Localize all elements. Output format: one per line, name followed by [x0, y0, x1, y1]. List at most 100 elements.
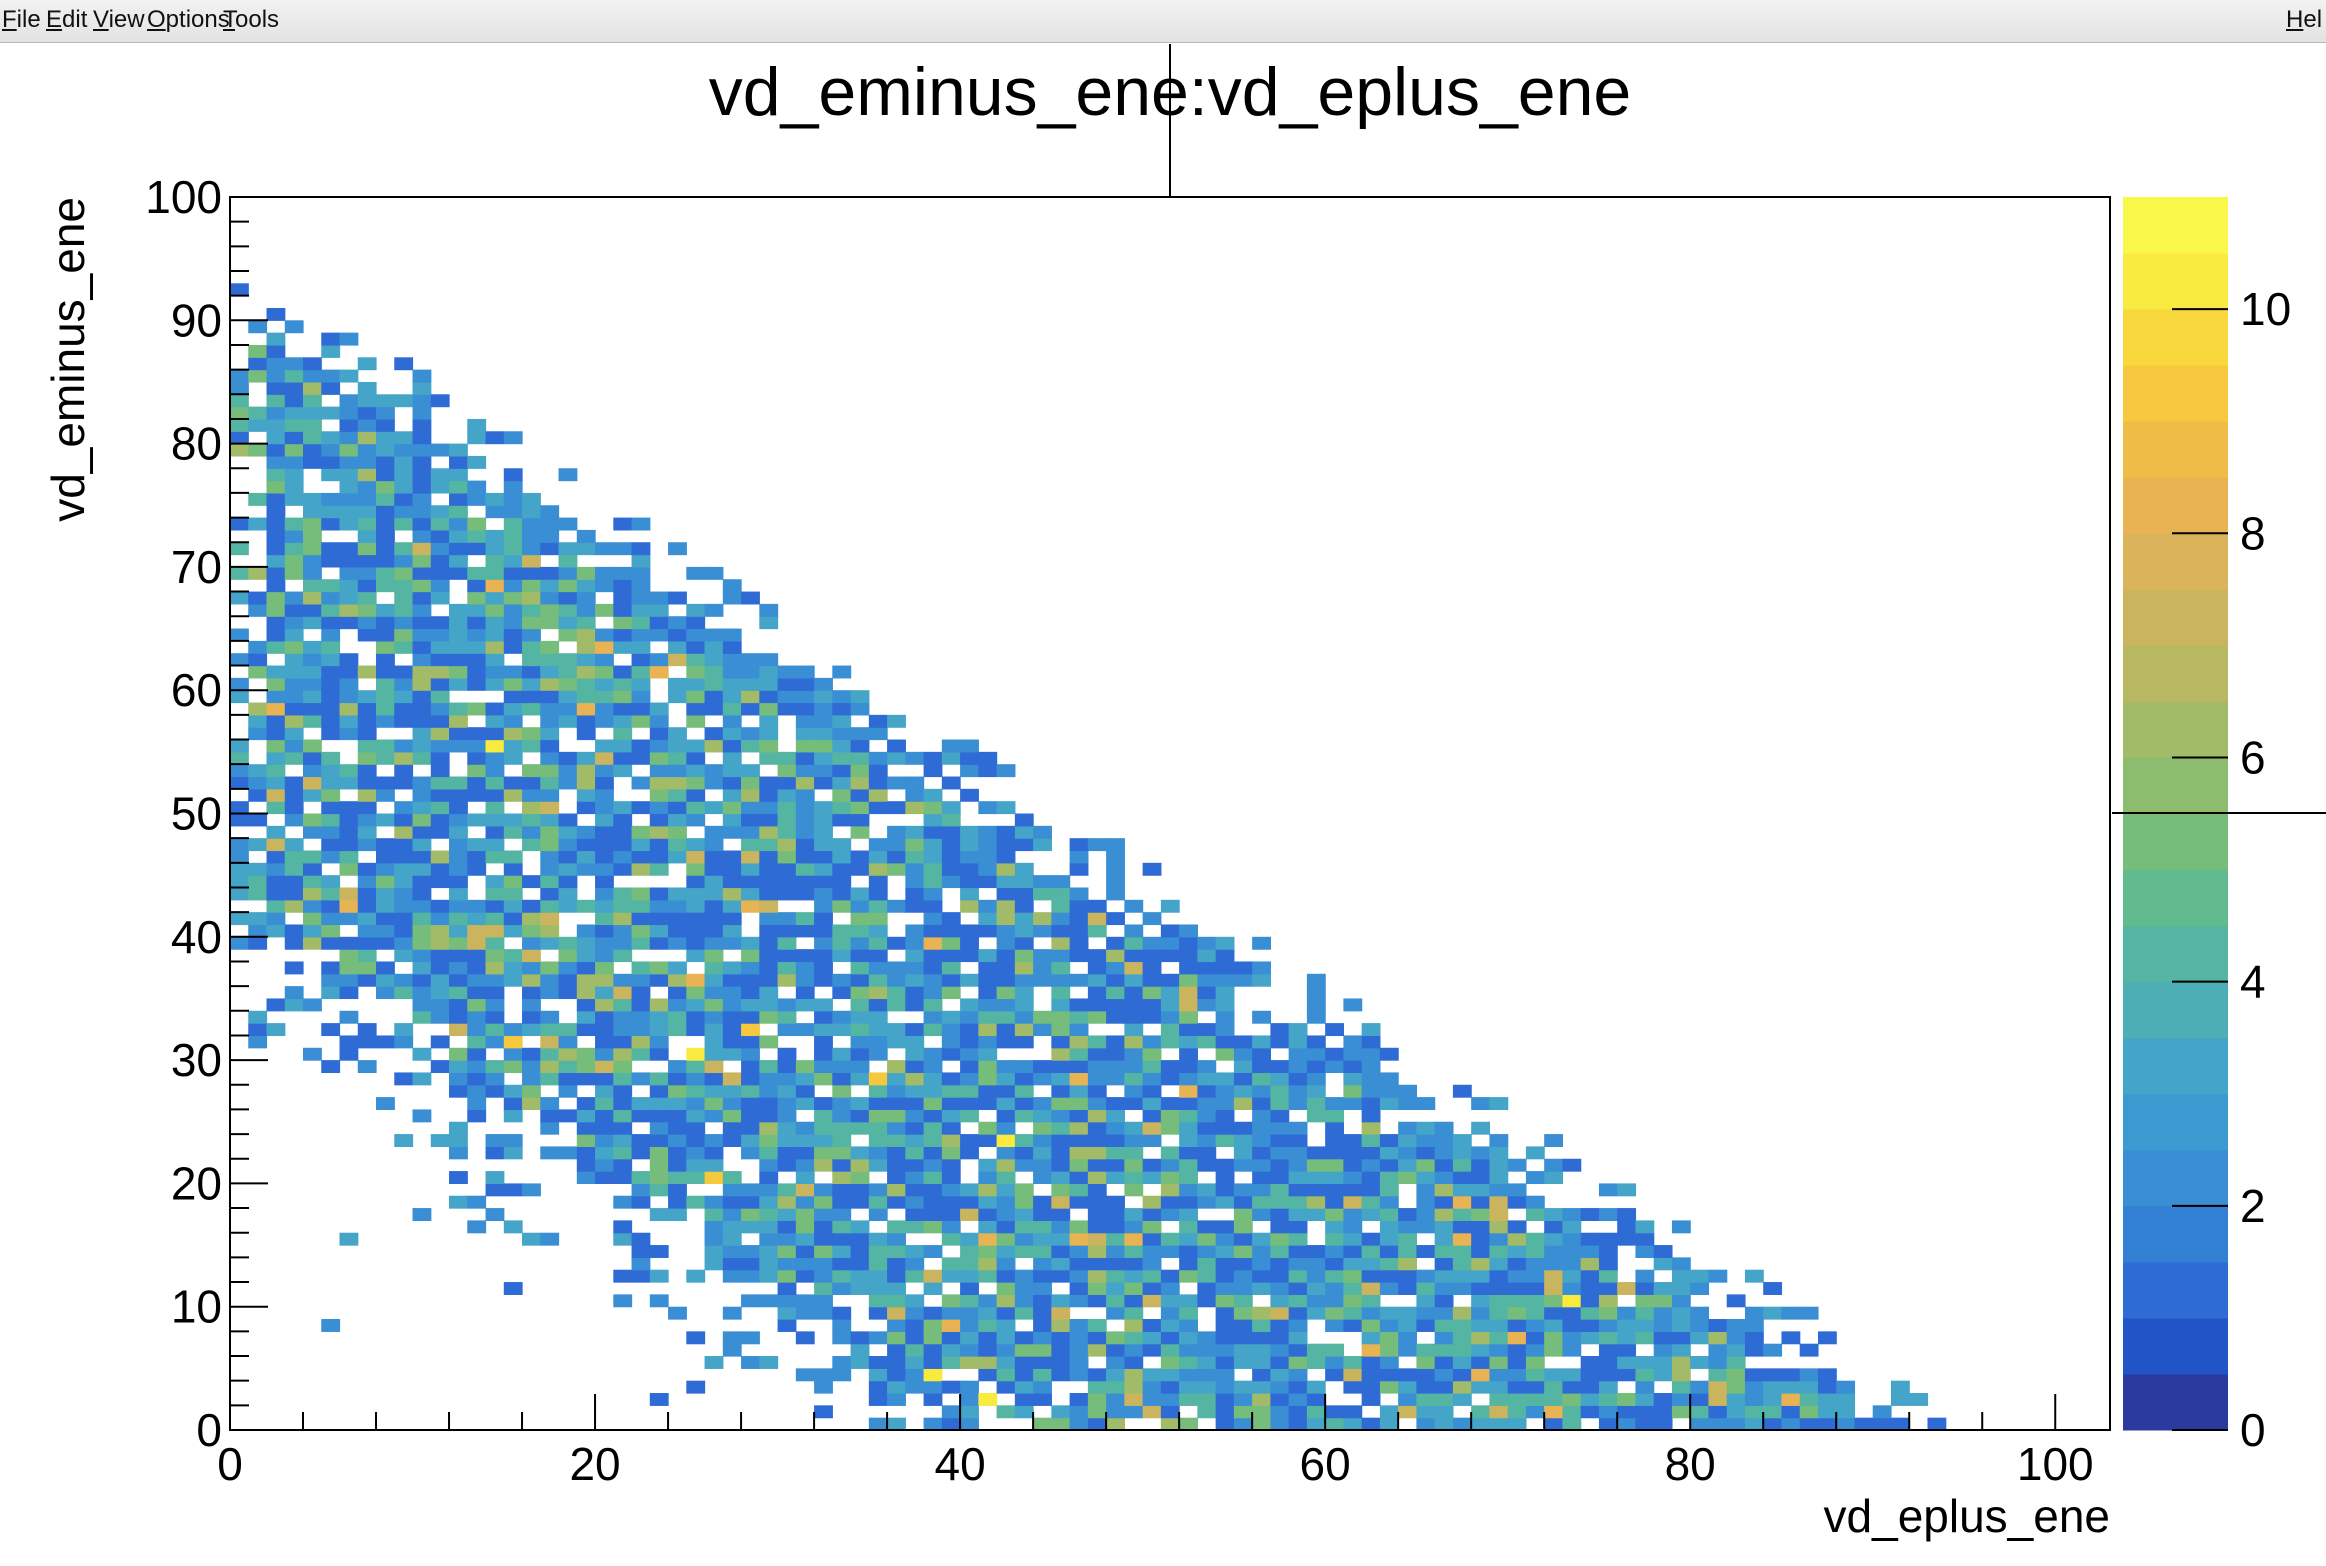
histogram-bin [394, 862, 414, 876]
histogram-bin [631, 1245, 651, 1258]
histogram-bin [704, 665, 724, 679]
histogram-bin [923, 1158, 943, 1172]
histogram-bin [321, 727, 341, 741]
histogram-bin [1124, 1134, 1144, 1148]
histogram-bin [1562, 1208, 1582, 1221]
histogram-bin [631, 887, 651, 901]
histogram-bin [576, 949, 596, 963]
histogram-bin [613, 936, 633, 950]
menu-help[interactable]: Hel [2286, 6, 2323, 33]
histogram-bin [1252, 1319, 1271, 1332]
histogram-bin [978, 924, 998, 938]
histogram-bin [795, 986, 815, 1000]
menu-view[interactable]: View [93, 6, 145, 33]
histogram-bin [741, 1356, 760, 1369]
histogram-bin [522, 653, 541, 667]
histogram-bin [1617, 1343, 1637, 1357]
histogram-bin [960, 1393, 979, 1406]
histogram-bin [905, 838, 925, 852]
histogram-bin [1890, 1417, 1910, 1431]
histogram-bin [1069, 1282, 1089, 1295]
histogram-bin [686, 628, 706, 642]
histogram-bin [1051, 899, 1071, 913]
histogram-bin [1343, 1306, 1363, 1320]
histogram-bin [1051, 1183, 1071, 1197]
histogram-bin [540, 714, 560, 728]
histogram-bin [394, 640, 414, 654]
histogram-bin [1617, 1417, 1637, 1431]
histogram-bin [996, 1319, 1016, 1332]
histogram-bin [960, 887, 979, 901]
histogram-bin [303, 788, 322, 802]
histogram-bin [266, 825, 286, 839]
histogram-bin [777, 1269, 797, 1283]
histogram-bin [1507, 1183, 1527, 1197]
histogram-bin [1033, 1195, 1052, 1209]
histogram-bin [1233, 1097, 1253, 1111]
histogram-bin [941, 801, 961, 815]
histogram-bin [1087, 961, 1107, 975]
histogram-bin [522, 788, 541, 802]
histogram-bin [1179, 1072, 1198, 1086]
histogram-bin [1142, 986, 1162, 1000]
histogram-bin [1252, 1109, 1271, 1123]
histogram-bin [558, 949, 578, 963]
histogram-bin [321, 961, 341, 975]
histogram-bin [1106, 1380, 1125, 1394]
histogram-bin [303, 862, 322, 876]
histogram-bin [1233, 1393, 1253, 1406]
histogram-bin [777, 702, 797, 716]
histogram-bin [686, 677, 706, 691]
histogram-bin [649, 1097, 669, 1111]
histogram-bin [795, 677, 815, 691]
histogram-bin [1398, 1084, 1418, 1098]
histogram-bin [795, 1306, 815, 1320]
histogram-bin [1416, 1208, 1436, 1221]
histogram-bin [522, 838, 541, 852]
histogram-bin [430, 1010, 450, 1024]
histogram-bin [485, 727, 505, 741]
histogram-bin [722, 1195, 742, 1209]
histogram-bin [430, 542, 450, 556]
histogram-bin [631, 591, 651, 605]
histogram-bin [741, 875, 760, 889]
menu-file[interactable]: File [2, 6, 41, 33]
menu-tools[interactable]: Tools [223, 6, 280, 33]
histogram-bin [1142, 1121, 1162, 1135]
histogram-bin [394, 357, 414, 371]
histogram-bin [832, 702, 852, 716]
histogram-bin [722, 1109, 742, 1123]
histogram-bin [1124, 1146, 1144, 1160]
histogram-bin [412, 702, 432, 716]
histogram-bin [1033, 1393, 1052, 1406]
histogram-bin [814, 1380, 833, 1394]
histogram-bin [1361, 1343, 1381, 1357]
histogram-bin [1288, 1220, 1308, 1234]
histogram-bin [1635, 1380, 1655, 1394]
histogram-bin [613, 1035, 633, 1049]
histogram-bin [741, 899, 760, 913]
histogram-bin [1562, 1257, 1582, 1271]
histogram-bin [1452, 1306, 1472, 1320]
histogram-bin [1033, 1380, 1052, 1394]
histogram-bin [339, 764, 359, 778]
histogram-bin [960, 1146, 979, 1160]
menu-options[interactable]: Options [147, 6, 230, 33]
histogram-bin [1361, 1245, 1381, 1258]
histogram-bin [467, 813, 487, 827]
histogram-bin [266, 640, 286, 654]
histogram-bin [1471, 1245, 1491, 1258]
histogram-bin [303, 899, 322, 913]
menu-edit[interactable]: Edit [46, 6, 88, 33]
histogram-bin [1069, 1319, 1089, 1332]
histogram-bin [649, 1158, 669, 1172]
histogram-bin [1544, 1257, 1564, 1271]
histogram-bin [1653, 1257, 1673, 1271]
histogram-bin [631, 1035, 651, 1049]
histogram-bin [996, 1072, 1016, 1086]
histogram-bin [1124, 1232, 1144, 1246]
histogram-bin [449, 492, 468, 506]
histogram-bin [540, 1232, 560, 1246]
histogram-bin [230, 591, 249, 605]
